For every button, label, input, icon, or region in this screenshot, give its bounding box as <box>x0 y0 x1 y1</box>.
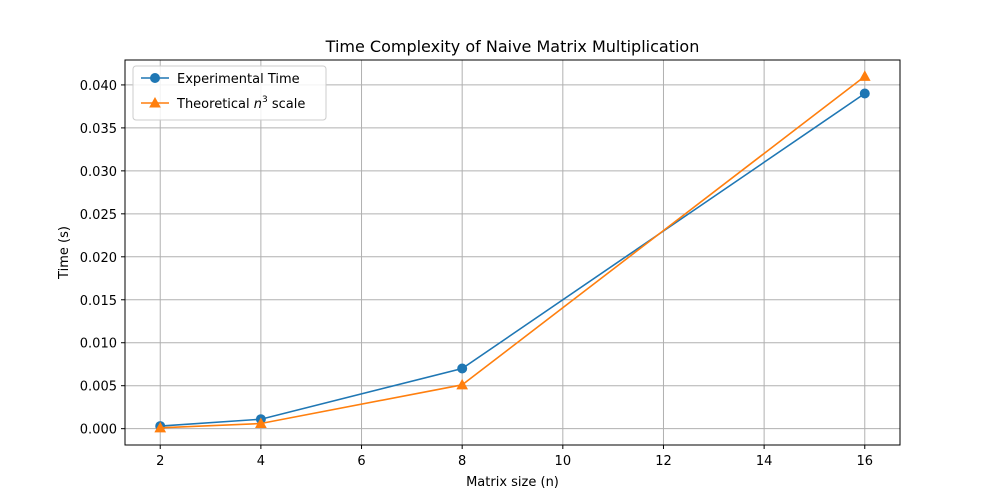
series-line-theoretical <box>160 75 866 429</box>
y-tick-label: 0.020 <box>80 251 117 266</box>
legend-box <box>132 65 327 121</box>
series-layer <box>154 70 871 433</box>
y-axis-title: Time (s) <box>57 226 72 280</box>
ticks: 2 4 6 8 10 12 14 16 0.000 0.005 0.010 0.015 0.020 0.0… <box>80 79 873 469</box>
data-point-theoretical <box>255 417 267 429</box>
y-tick-label: 0.015 <box>80 294 117 309</box>
x-tick-label: 6 <box>357 454 365 469</box>
legend-marker-theoretical <box>149 96 161 108</box>
grid <box>125 60 900 445</box>
y-tick-label: 0.035 <box>80 122 117 137</box>
x-axis-title: Matrix size (n) <box>466 475 559 490</box>
x-tick-label: 4 <box>257 454 265 469</box>
legend-label-experimental: Experimental Time <box>177 72 300 87</box>
y-tick-label: 0.005 <box>80 380 117 395</box>
x-tick-label: 10 <box>555 454 572 469</box>
legend-label-theoretical: Theoretical n3 scale <box>176 95 305 112</box>
plot-frame <box>124 59 901 446</box>
y-tick-label: 0.030 <box>80 165 117 180</box>
data-point-experimental <box>859 88 870 99</box>
y-tick-label: 0.010 <box>80 337 117 352</box>
y-tick-label: 0.000 <box>80 423 117 438</box>
chart-title: Time Complexity of Naive Matrix Multipli… <box>325 37 700 56</box>
data-point-experimental <box>457 363 468 374</box>
legend: Experimental Time Theoretical n3 scale <box>132 65 327 121</box>
x-tick-label: 8 <box>458 454 466 469</box>
x-tick-label: 12 <box>655 454 672 469</box>
data-point-theoretical <box>456 378 469 390</box>
x-tick-label: 14 <box>756 454 773 469</box>
x-tick-label: 16 <box>856 454 873 469</box>
legend-marker-experimental <box>150 73 160 83</box>
x-tick-label: 2 <box>156 454 164 469</box>
data-point-theoretical <box>858 70 871 81</box>
data-point-theoretical <box>154 421 167 433</box>
y-tick-label: 0.025 <box>80 208 117 223</box>
y-tick-label: 0.040 <box>80 79 117 94</box>
